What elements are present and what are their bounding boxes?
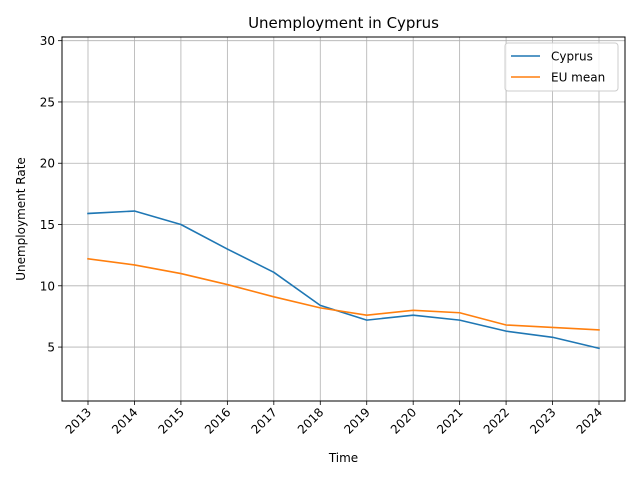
data-point — [180, 273, 182, 275]
data-point — [366, 314, 368, 316]
data-point — [134, 264, 136, 266]
legend-box — [504, 42, 619, 92]
data-point — [552, 336, 554, 338]
y-tick-label: 20 — [40, 157, 55, 171]
data-point — [598, 329, 600, 331]
data-point — [459, 319, 461, 321]
data-point — [552, 327, 554, 329]
y-axis-label: Unemployment Rate — [14, 157, 28, 281]
y-tick-label: 10 — [40, 279, 55, 293]
data-point — [598, 347, 600, 349]
data-point — [273, 296, 275, 298]
plot-frame — [61, 36, 626, 402]
data-point — [412, 314, 414, 316]
y-tick-label: 5 — [47, 341, 55, 355]
series-line-eu-mean — [87, 257, 600, 331]
data-point — [134, 210, 136, 212]
data-point — [273, 272, 275, 274]
data-point — [227, 248, 229, 250]
data-point — [319, 305, 321, 307]
data-point — [505, 330, 507, 332]
data-point — [87, 213, 89, 215]
series-line-cyprus — [87, 210, 600, 350]
data-point — [459, 312, 461, 314]
grid — [62, 37, 625, 401]
y-axis-ticks: 5 10 15 20 25 30 — [40, 34, 62, 355]
legend-label-eu-mean: EU mean — [551, 71, 605, 85]
series-lines — [87, 210, 600, 350]
chart-title: Unemployment in Cyprus — [248, 14, 439, 32]
data-point — [227, 284, 229, 286]
y-tick-label: 15 — [40, 218, 55, 232]
data-point — [366, 319, 368, 321]
data-point — [412, 310, 414, 312]
legend-label-cyprus: Cyprus — [551, 50, 593, 64]
y-tick-label: 25 — [40, 95, 55, 109]
legend: Cyprus EU mean — [504, 42, 619, 92]
data-point — [505, 324, 507, 326]
data-point — [180, 224, 182, 226]
data-point — [319, 307, 321, 309]
data-point — [87, 258, 89, 260]
y-tick-label: 30 — [40, 34, 55, 48]
x-axis-label: Time — [328, 451, 358, 465]
